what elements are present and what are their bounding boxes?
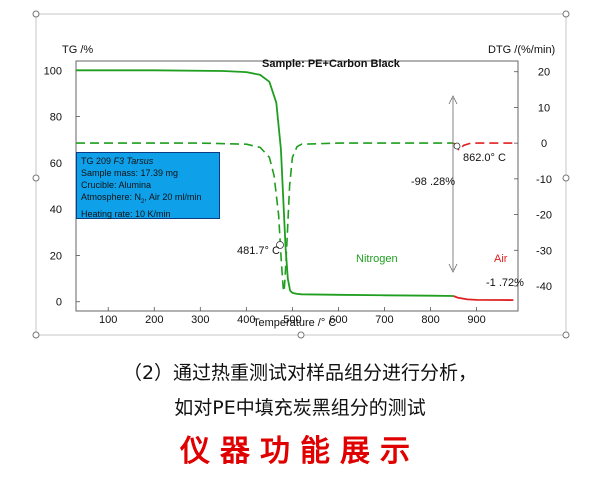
info-line-atmosphere: Atmosphere: N2, Air 20 ml/min <box>81 191 215 208</box>
frame-handle <box>297 331 305 339</box>
frame-handle <box>562 174 570 182</box>
left-tick-label: 60 <box>50 158 62 170</box>
chart-title: Sample: PE+Carbon Black <box>262 58 401 70</box>
x-axis-label: Temperature /° C <box>253 317 336 329</box>
mass-loss-arrowhead-top <box>448 95 458 105</box>
x-tick-label: 700 <box>375 314 393 326</box>
nitrogen-label: Nitrogen <box>356 253 398 265</box>
mass-loss-2-label: -1 .72% <box>486 277 524 289</box>
air-label: Air <box>494 253 508 265</box>
section-banner: 仪器功能展示 <box>180 434 420 469</box>
right-tick-label: 0 <box>541 138 547 150</box>
info-atmosphere-suffix: , Air 20 ml/min <box>144 192 202 202</box>
instrument-info-box: TG 209 F3 Tarsus Sample mass: 17.39 mg C… <box>76 152 220 219</box>
left-axis-label: TG /% <box>62 44 93 56</box>
right-tick-label: -30 <box>536 245 552 257</box>
peak1-label: 481.7° C <box>237 245 280 257</box>
frame-handle <box>562 10 570 18</box>
info-atmosphere-sub: 2 <box>141 198 145 205</box>
x-tick-label: 400 <box>237 314 255 326</box>
mass-loss-arrowhead-bottom <box>448 263 458 273</box>
x-axis-ticks: 100 200 300 400 500 600 700 800 900 <box>99 307 486 326</box>
right-axis-ticks: 20 10 0 -10 -20 -30 -40 <box>514 67 552 293</box>
dtg-curve-segment-2 <box>453 142 514 152</box>
info-line-heating-rate: Heating rate: 10 K/min <box>81 208 171 219</box>
info-line-mass: Sample mass: 17.39 mg <box>81 168 179 178</box>
x-tick-label: 900 <box>467 314 485 326</box>
tga-chart: 0 20 40 60 80 100 20 10 0 -10 -20 -30 -40 100 200 300… <box>32 10 570 339</box>
peak2-label: 862.0° C <box>463 152 506 164</box>
frame-handle <box>32 174 40 182</box>
tg-curve-segment-2 <box>453 295 514 301</box>
left-tick-label: 20 <box>50 250 62 262</box>
dtg-curve-segment-1 <box>76 142 454 293</box>
peak2-marker <box>453 142 461 150</box>
frame-handle <box>562 331 570 339</box>
x-tick-label: 200 <box>145 314 163 326</box>
right-tick-label: 20 <box>538 67 550 79</box>
frame-handle <box>32 331 40 339</box>
right-tick-label: 10 <box>538 102 550 114</box>
peak1-marker <box>276 241 284 249</box>
left-tick-label: 0 <box>56 297 62 309</box>
info-atmosphere-prefix: Atmosphere: N <box>81 192 142 202</box>
right-axis-label: DTG /(%/min) <box>488 44 555 56</box>
caption-line-1: （2）通过热重测试对样品组分进行分析， <box>122 362 478 384</box>
left-tick-label: 40 <box>50 204 62 216</box>
info-instrument-model: F3 Tarsus <box>113 156 154 166</box>
tg-curve-segment-1 <box>76 69 454 297</box>
info-line-crucible: Crucible: Alumina <box>81 180 152 190</box>
x-tick-label: 300 <box>191 314 209 326</box>
right-tick-label: -20 <box>536 210 552 222</box>
left-tick-label: 100 <box>44 65 62 77</box>
info-instrument-prefix: TG 209 <box>81 156 114 166</box>
x-tick-label: 600 <box>329 314 347 326</box>
frame-handle <box>32 10 40 18</box>
mass-loss-1-label: -98 .28% <box>411 176 455 188</box>
left-tick-label: 80 <box>50 112 62 124</box>
caption-line-2: 如对PE中填充炭黑组分的测试 <box>174 397 426 419</box>
right-tick-label: -10 <box>536 174 552 186</box>
right-tick-label: -40 <box>536 281 552 293</box>
x-tick-label: 100 <box>99 314 117 326</box>
x-tick-label: 500 <box>283 314 301 326</box>
info-line-instrument: TG 209 F3 Tarsus <box>81 155 215 167</box>
left-axis-ticks: 0 20 40 60 80 100 <box>44 65 80 309</box>
x-tick-label: 800 <box>421 314 439 326</box>
